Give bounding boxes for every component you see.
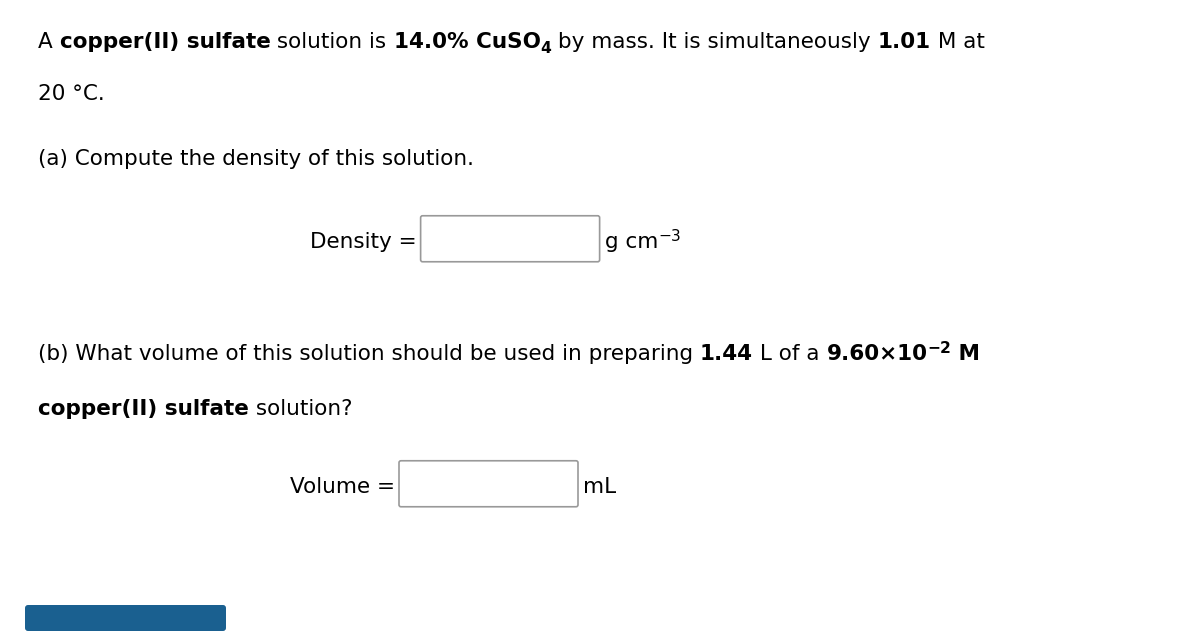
Text: 4: 4 (540, 41, 551, 57)
Text: Volume =: Volume = (290, 477, 395, 497)
Text: copper(II) sulfate: copper(II) sulfate (38, 399, 248, 419)
Text: by mass. It is simultaneously: by mass. It is simultaneously (551, 32, 878, 52)
Text: g cm: g cm (605, 232, 658, 252)
Text: −2: −2 (928, 341, 952, 356)
Text: Density =: Density = (310, 232, 416, 252)
Text: solution?: solution? (248, 399, 353, 419)
Text: mL: mL (583, 477, 616, 497)
Text: L of a: L of a (754, 344, 827, 364)
Text: (b) What volume of this solution should be used in preparing: (b) What volume of this solution should … (38, 344, 700, 364)
Text: M: M (952, 344, 980, 364)
Text: 20 °C.: 20 °C. (38, 84, 104, 104)
Text: 9.60×10: 9.60×10 (827, 344, 928, 364)
Text: M at: M at (931, 32, 985, 52)
Text: 14.0% CuSO: 14.0% CuSO (394, 32, 540, 52)
Text: (a) Compute the density of this solution.: (a) Compute the density of this solution… (38, 149, 474, 169)
Text: copper(II) sulfate: copper(II) sulfate (60, 32, 270, 52)
Text: −3: −3 (658, 229, 680, 244)
FancyBboxPatch shape (25, 605, 226, 631)
Text: solution is: solution is (270, 32, 394, 52)
Text: 1.44: 1.44 (700, 344, 754, 364)
Text: A: A (38, 32, 60, 52)
FancyBboxPatch shape (398, 460, 578, 507)
Text: 1.01: 1.01 (878, 32, 931, 52)
FancyBboxPatch shape (421, 216, 600, 262)
